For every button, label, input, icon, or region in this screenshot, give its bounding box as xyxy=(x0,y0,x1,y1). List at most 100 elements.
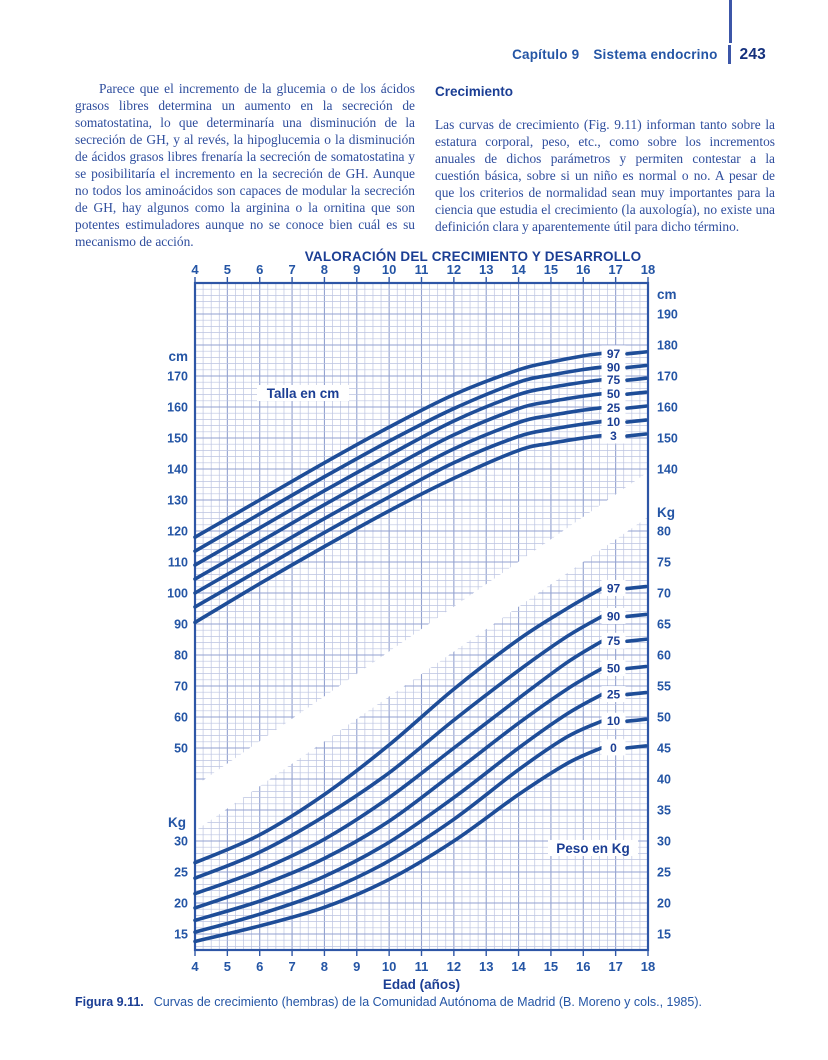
height-percentile-label-97: 97 xyxy=(607,347,621,361)
right-axis-tick-cm: 150 xyxy=(657,432,678,446)
height-curve-50 xyxy=(193,391,605,581)
right-axis-tick-kg: 25 xyxy=(657,866,671,880)
x-tick-label-top: 4 xyxy=(191,262,199,277)
height-percentile-label-75: 75 xyxy=(607,373,621,387)
weight-curve-dash-50 xyxy=(625,664,648,671)
x-tick-label-top: 18 xyxy=(641,262,655,277)
x-axis-label: Edad (años) xyxy=(383,977,460,992)
weight-percentile-label-90: 90 xyxy=(607,609,621,623)
height-inner-label-box xyxy=(257,385,349,401)
weight-percentile-label-box xyxy=(601,686,626,703)
left-axis-tick-kg: 20 xyxy=(174,897,188,911)
height-curve-dash-50 xyxy=(625,390,648,396)
right-axis-unit-cm: cm xyxy=(657,287,677,302)
x-tick-label-bottom: 18 xyxy=(641,959,655,974)
x-tick-label-bottom: 10 xyxy=(382,959,396,974)
left-axis-tick-cm: 70 xyxy=(174,680,188,694)
diagonal-divider-band xyxy=(195,472,648,831)
right-axis-tick-kg: 65 xyxy=(657,618,671,632)
weight-percentile-label-25: 25 xyxy=(607,688,621,702)
height-curve-dash-90 xyxy=(625,363,648,370)
weight-inner-label-box xyxy=(548,840,638,856)
x-tick-label-bottom: 7 xyxy=(288,959,295,974)
x-tick-label-top: 7 xyxy=(288,262,295,277)
chart-title: VALORACIÓN DEL CRECIMIENTO Y DESARROLLO xyxy=(304,249,642,264)
x-tick-label-bottom: 11 xyxy=(415,959,429,974)
right-axis-tick-kg: 60 xyxy=(657,649,671,663)
right-axis-tick-kg: 20 xyxy=(657,897,671,911)
x-tick-label-bottom: 12 xyxy=(447,959,461,974)
weight-inner-label: Peso en Kg xyxy=(556,841,630,856)
right-axis-tick-kg: 55 xyxy=(657,680,671,694)
weight-curve-90 xyxy=(193,614,605,880)
weight-curve-97 xyxy=(193,586,605,865)
height-percentile-label-25: 25 xyxy=(607,401,621,415)
height-curve-75 xyxy=(193,377,605,567)
weight-percentile-label-0: 0 xyxy=(610,741,617,755)
x-tick-label-top: 15 xyxy=(544,262,558,277)
weight-curve-dash-10 xyxy=(625,717,648,724)
weight-percentile-label-50: 50 xyxy=(607,662,621,676)
height-curve-dash-75 xyxy=(625,376,648,383)
weight-percentile-label-97: 97 xyxy=(607,582,621,596)
height-curve-10 xyxy=(193,419,605,609)
weight-curve-dash-25 xyxy=(625,690,648,697)
right-axis-tick-kg: 35 xyxy=(657,804,671,818)
chart-frame xyxy=(193,281,650,952)
weight-percentile-label-box xyxy=(601,739,626,756)
right-axis-tick-kg: 50 xyxy=(657,711,671,725)
header-section: Sistema endocrino xyxy=(593,47,718,62)
left-axis-tick-kg: 15 xyxy=(174,928,188,942)
height-percentile-label-box xyxy=(601,385,626,402)
left-axis-unit-kg: Kg xyxy=(168,815,186,830)
left-axis-tick-cm: 150 xyxy=(167,432,188,446)
x-tick-label-top: 14 xyxy=(511,262,526,277)
x-tick-label-top: 6 xyxy=(256,262,263,277)
weight-percentile-label-box xyxy=(601,660,626,677)
x-tick-label-top: 11 xyxy=(415,262,429,277)
right-axis-tick-kg: 30 xyxy=(657,835,671,849)
height-percentile-label-box xyxy=(601,371,626,388)
x-tick-label-bottom: 15 xyxy=(544,959,558,974)
left-axis-tick-cm: 110 xyxy=(168,556,188,570)
weight-percentile-label-box xyxy=(601,580,626,597)
figure-caption-text: Curvas de crecimiento (hembras) de la Co… xyxy=(153,995,702,1009)
x-tick-label-top: 17 xyxy=(608,262,622,277)
x-tick-label-bottom: 17 xyxy=(608,959,622,974)
left-axis-tick-cm: 120 xyxy=(167,525,188,539)
x-tick-label-top: 8 xyxy=(321,262,328,277)
x-tick-label-top: 16 xyxy=(576,262,590,277)
left-axis-tick-cm: 160 xyxy=(167,401,188,415)
page-number: 243 xyxy=(739,45,766,63)
x-tick-label-top: 10 xyxy=(382,262,396,277)
height-curve-90 xyxy=(193,365,605,553)
x-tick-label-bottom: 5 xyxy=(224,959,231,974)
header-separator xyxy=(727,45,731,64)
x-tick-label-top: 9 xyxy=(353,262,360,277)
figure-caption: Figura 9.11. Curvas de crecimiento (hembr… xyxy=(75,995,775,1009)
right-axis-tick-kg: 40 xyxy=(657,773,671,787)
height-percentile-label-10: 10 xyxy=(607,415,621,429)
height-curve-dash-10 xyxy=(625,418,648,424)
x-tick-label-bottom: 9 xyxy=(353,959,360,974)
height-percentile-label-3: 3 xyxy=(610,429,617,443)
right-axis-tick-kg: 45 xyxy=(657,742,671,756)
weight-percentile-label-10: 10 xyxy=(607,714,621,728)
x-tick-label-bottom: 14 xyxy=(511,959,526,974)
right-column-heading: Crecimiento xyxy=(435,84,514,99)
weight-curve-25 xyxy=(193,692,605,923)
x-tick-label-bottom: 13 xyxy=(479,959,493,974)
height-percentile-label-box xyxy=(601,359,626,376)
height-inner-label: Talla en cm xyxy=(267,386,340,401)
height-percentile-label-box xyxy=(601,413,626,430)
height-curve-dash-97 xyxy=(625,350,648,356)
weight-curve-0 xyxy=(193,745,605,944)
weight-percentile-label-box xyxy=(601,632,626,649)
right-axis-tick-kg: 80 xyxy=(657,525,671,539)
left-axis-unit-cm: cm xyxy=(168,349,188,364)
right-axis-tick-cm: 170 xyxy=(657,370,678,384)
weight-curve-dash-90 xyxy=(625,612,648,619)
height-percentile-label-box xyxy=(601,345,626,362)
weight-percentile-label-75: 75 xyxy=(607,634,621,648)
x-tick-label-bottom: 16 xyxy=(576,959,590,974)
